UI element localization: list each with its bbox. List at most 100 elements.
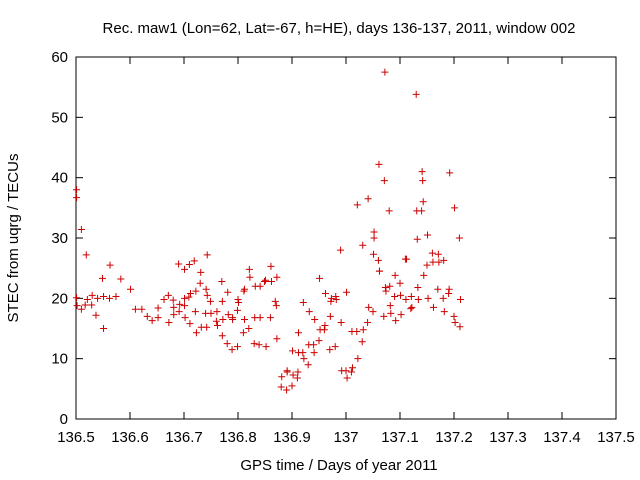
data-point xyxy=(262,343,270,351)
y-tick-label: 10 xyxy=(51,351,68,368)
data-point xyxy=(181,302,189,310)
data-point xyxy=(283,368,291,376)
data-point xyxy=(348,364,356,372)
data-point xyxy=(440,308,448,316)
data-point xyxy=(353,328,361,336)
data-point xyxy=(186,320,194,328)
data-point xyxy=(450,312,458,320)
data-point xyxy=(343,374,351,382)
data-point xyxy=(331,343,339,351)
data-point xyxy=(369,308,377,316)
data-point xyxy=(321,321,329,329)
data-point xyxy=(310,341,318,349)
plot-frame xyxy=(75,56,617,420)
x-tick-label: 136.5 xyxy=(57,429,95,446)
data-point xyxy=(224,288,232,296)
data-point xyxy=(213,321,221,329)
data-point xyxy=(245,325,253,332)
data-point xyxy=(423,261,431,269)
data-point xyxy=(175,308,183,316)
x-tick-label: 137.2 xyxy=(435,429,473,446)
data-point xyxy=(88,301,96,309)
data-point xyxy=(337,246,345,254)
data-point xyxy=(439,294,447,302)
data-point xyxy=(370,228,378,236)
data-point xyxy=(402,296,410,304)
y-axis: 0 10 20 30 40 50 60 xyxy=(51,49,616,428)
data-point xyxy=(100,325,108,332)
data-point xyxy=(127,285,135,293)
data-point xyxy=(283,386,291,394)
y-axis-label: STEC from uqrg / TECUs xyxy=(5,154,22,323)
data-point xyxy=(273,335,281,343)
data-point xyxy=(364,318,372,326)
data-point xyxy=(272,302,280,310)
data-point xyxy=(219,315,227,323)
data-point xyxy=(332,296,340,304)
data-point xyxy=(294,368,302,376)
data-point xyxy=(271,297,279,305)
data-point xyxy=(418,168,426,176)
data-point xyxy=(206,297,214,305)
data-point xyxy=(88,291,96,299)
data-point xyxy=(267,262,275,270)
data-point xyxy=(353,201,361,209)
data-point xyxy=(112,293,120,301)
data-point xyxy=(169,296,177,304)
data-point xyxy=(420,271,428,279)
data-point xyxy=(299,299,307,307)
data-point xyxy=(165,318,173,326)
data-point xyxy=(391,271,399,279)
data-point xyxy=(240,285,248,293)
data-point xyxy=(245,265,253,273)
y-tick-label: 50 xyxy=(51,109,68,126)
data-point xyxy=(277,383,285,391)
data-point xyxy=(451,204,459,212)
x-axis: 136.5 136.6 136.7 136.8 136.9 137 137.1 137.2 13… xyxy=(57,57,635,446)
data-point xyxy=(315,337,323,345)
data-point xyxy=(94,294,102,302)
data-point xyxy=(440,256,448,264)
data-point xyxy=(429,258,437,266)
data-point xyxy=(293,374,301,382)
data-point xyxy=(359,326,367,334)
data-point xyxy=(235,299,243,307)
data-point xyxy=(294,329,302,337)
data-point xyxy=(320,326,328,334)
data-point xyxy=(170,311,178,319)
data-point xyxy=(223,340,231,348)
x-tick-label: 136.9 xyxy=(273,429,311,446)
x-tick-label: 137.3 xyxy=(489,429,527,446)
data-point xyxy=(370,234,378,242)
data-point xyxy=(299,349,307,357)
data-point xyxy=(380,177,388,185)
data-point xyxy=(451,318,459,326)
data-point xyxy=(77,305,85,313)
x-tick-label: 137.1 xyxy=(381,429,419,446)
x-tick-label: 137 xyxy=(333,429,358,446)
data-point xyxy=(374,256,382,264)
data-point xyxy=(228,346,236,354)
x-axis-label: GPS time / Days of year 2011 xyxy=(240,457,437,474)
data-point xyxy=(233,306,241,314)
data-point xyxy=(446,169,454,177)
data-point xyxy=(397,291,405,299)
data-point xyxy=(218,277,226,285)
data-point xyxy=(342,367,350,375)
data-point xyxy=(190,257,198,265)
data-point xyxy=(73,302,81,310)
data-point xyxy=(311,315,319,323)
data-point xyxy=(289,371,297,379)
y-tick-label: 0 xyxy=(60,411,68,428)
data-point xyxy=(203,291,211,299)
data-point xyxy=(347,368,355,376)
data-point xyxy=(424,231,432,239)
data-point xyxy=(456,323,464,331)
data-point xyxy=(412,90,420,98)
data-point xyxy=(262,276,270,284)
data-point xyxy=(224,311,232,319)
y-tick-label: 40 xyxy=(51,170,68,187)
data-point xyxy=(197,268,205,276)
data-point xyxy=(256,314,264,322)
